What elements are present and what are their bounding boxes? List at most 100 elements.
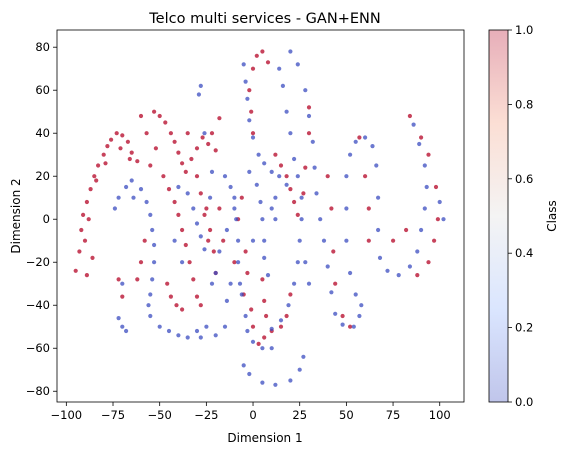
data-point bbox=[366, 238, 371, 243]
data-point bbox=[150, 227, 155, 233]
data-point bbox=[245, 96, 250, 101]
data-point bbox=[135, 159, 140, 164]
data-point bbox=[321, 238, 327, 243]
data-point bbox=[185, 335, 190, 340]
data-point bbox=[180, 260, 185, 265]
data-point bbox=[260, 380, 265, 385]
x-axis-label: Dimension 1 bbox=[227, 431, 302, 445]
x-tick-label: 50 bbox=[339, 408, 354, 422]
data-point bbox=[183, 242, 188, 248]
data-point bbox=[366, 206, 371, 211]
data-point bbox=[433, 184, 439, 190]
data-point bbox=[292, 281, 297, 286]
data-point bbox=[198, 303, 203, 308]
data-point bbox=[112, 206, 117, 211]
data-point bbox=[146, 303, 151, 308]
data-point bbox=[202, 131, 207, 136]
data-point bbox=[254, 53, 259, 58]
data-point bbox=[152, 109, 157, 114]
data-point bbox=[377, 255, 383, 260]
data-point bbox=[348, 270, 353, 276]
data-point bbox=[254, 182, 259, 187]
data-point bbox=[194, 146, 200, 151]
data-point bbox=[249, 109, 254, 114]
data-point bbox=[196, 92, 201, 97]
data-point bbox=[363, 174, 368, 179]
data-point bbox=[357, 135, 362, 140]
data-point bbox=[138, 260, 144, 265]
data-point bbox=[265, 60, 271, 65]
data-point bbox=[180, 227, 185, 233]
data-point bbox=[295, 212, 300, 217]
data-point bbox=[206, 238, 211, 243]
data-point bbox=[191, 277, 196, 282]
data-point bbox=[198, 335, 203, 340]
data-point bbox=[269, 326, 274, 331]
data-point bbox=[424, 184, 429, 190]
data-point bbox=[116, 316, 121, 321]
data-point bbox=[208, 227, 213, 233]
data-point bbox=[213, 333, 218, 338]
data-point bbox=[333, 281, 338, 286]
x-tick-label: −25 bbox=[194, 408, 218, 422]
y-tick-label: 40 bbox=[35, 126, 50, 140]
data-point bbox=[202, 212, 207, 217]
y-tick-label: −20 bbox=[26, 255, 50, 269]
data-point bbox=[273, 152, 278, 157]
data-point bbox=[180, 161, 185, 166]
data-point bbox=[249, 307, 254, 312]
colorbar-ticks: 0.0 0.2 0.4 0.6 0.8 1.0 bbox=[508, 23, 533, 409]
data-point bbox=[284, 182, 289, 187]
data-point bbox=[301, 191, 306, 196]
y-tick-label: −40 bbox=[26, 298, 50, 312]
data-point bbox=[262, 335, 267, 340]
data-point bbox=[407, 264, 412, 269]
data-point bbox=[168, 294, 173, 299]
data-point bbox=[138, 113, 144, 119]
data-point bbox=[129, 150, 134, 155]
data-point bbox=[194, 221, 200, 226]
data-point bbox=[148, 212, 153, 217]
data-point bbox=[236, 238, 241, 243]
data-point bbox=[391, 238, 396, 243]
data-point bbox=[359, 303, 364, 308]
data-point bbox=[198, 83, 203, 88]
data-point bbox=[245, 328, 250, 334]
data-point bbox=[187, 260, 192, 265]
data-point bbox=[153, 146, 158, 151]
data-point bbox=[127, 156, 132, 162]
data-point bbox=[437, 199, 442, 205]
data-point bbox=[221, 238, 226, 243]
plot-points bbox=[73, 49, 446, 387]
y-tick-label: 0 bbox=[43, 212, 50, 226]
data-point bbox=[417, 141, 422, 147]
data-point bbox=[194, 174, 200, 179]
data-point bbox=[288, 292, 293, 297]
data-point bbox=[299, 195, 304, 200]
data-point bbox=[273, 382, 278, 387]
y-tick-label: −60 bbox=[26, 341, 50, 355]
plot-frame bbox=[56, 29, 465, 403]
colorbar-tick-label: 1.0 bbox=[515, 23, 533, 37]
data-point bbox=[303, 260, 308, 265]
data-point bbox=[217, 116, 222, 121]
data-point bbox=[250, 339, 256, 344]
data-point bbox=[260, 277, 265, 282]
data-point bbox=[191, 206, 196, 211]
data-point bbox=[306, 105, 312, 110]
data-point bbox=[88, 187, 93, 192]
data-point bbox=[357, 313, 362, 319]
data-point bbox=[120, 133, 125, 138]
data-point bbox=[264, 313, 269, 319]
data-point bbox=[306, 131, 312, 136]
x-tick-label: 75 bbox=[386, 408, 401, 422]
data-point bbox=[165, 281, 170, 286]
data-point bbox=[278, 324, 284, 329]
data-point bbox=[422, 206, 427, 211]
data-point bbox=[79, 227, 84, 233]
data-point bbox=[232, 260, 237, 265]
data-point bbox=[415, 249, 420, 254]
data-point bbox=[222, 174, 228, 179]
data-point bbox=[152, 260, 157, 265]
